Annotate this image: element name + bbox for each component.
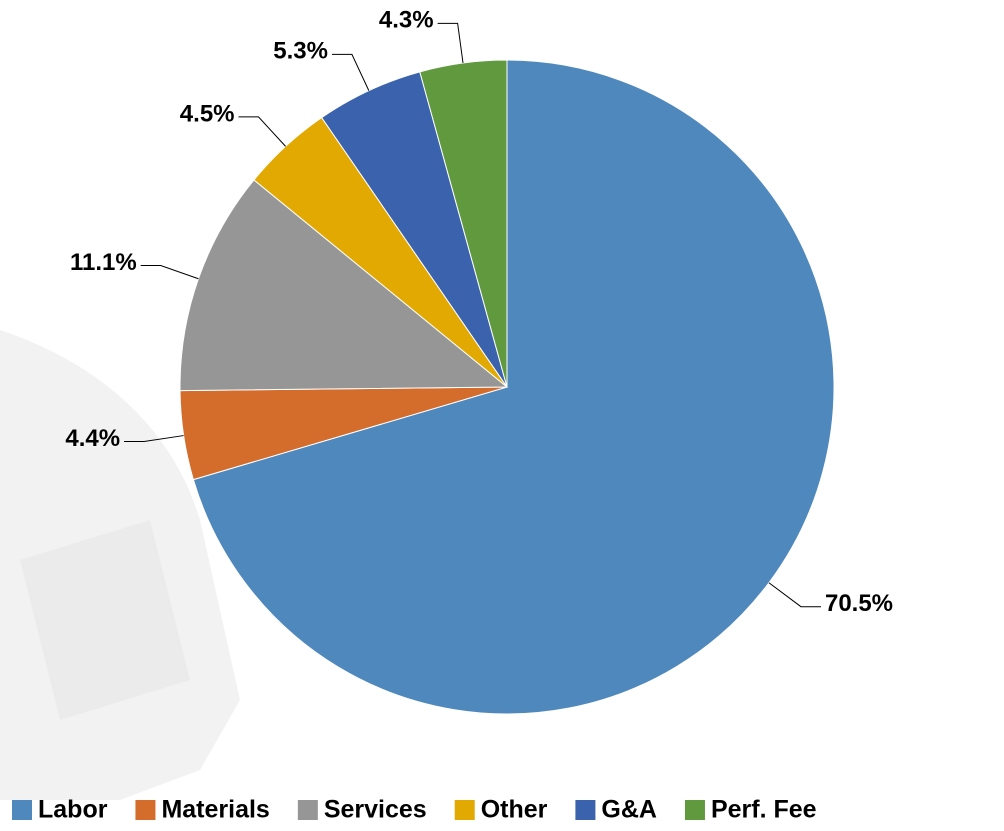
legend-swatch — [684, 800, 705, 820]
data-label: 4.4% — [65, 425, 120, 452]
leader-line — [140, 265, 199, 280]
legend-label: Services — [324, 796, 427, 824]
legend-label: Labor — [38, 796, 108, 824]
legend-label: Perf. Fee — [711, 796, 817, 824]
data-label: 4.3% — [379, 7, 434, 34]
leader-line — [437, 22, 464, 64]
legend-swatch — [135, 800, 156, 820]
pie-slice — [179, 179, 509, 392]
leader-line — [768, 582, 821, 608]
data-label: 4.5% — [180, 100, 235, 127]
data-label: 70.5% — [825, 590, 893, 617]
legend-label: Other — [481, 796, 548, 824]
legend-swatch — [454, 800, 475, 820]
data-label: 5.3% — [273, 38, 328, 65]
legend-swatch — [297, 800, 318, 820]
leader-line — [124, 435, 184, 443]
legend-swatch — [575, 800, 596, 820]
background-decoration — [0, 330, 240, 800]
data-label: 11.1% — [70, 249, 137, 276]
legend-label: G&A — [601, 796, 657, 824]
faded-shape — [20, 520, 190, 720]
leader-line — [238, 116, 286, 147]
legend: Labor Materials Services Other G&A Perf. Fee — [12, 796, 817, 824]
leader-line — [331, 53, 370, 91]
pie-slice — [192, 59, 835, 715]
legend-label: Materials — [161, 796, 269, 824]
legend-swatch — [12, 800, 32, 820]
